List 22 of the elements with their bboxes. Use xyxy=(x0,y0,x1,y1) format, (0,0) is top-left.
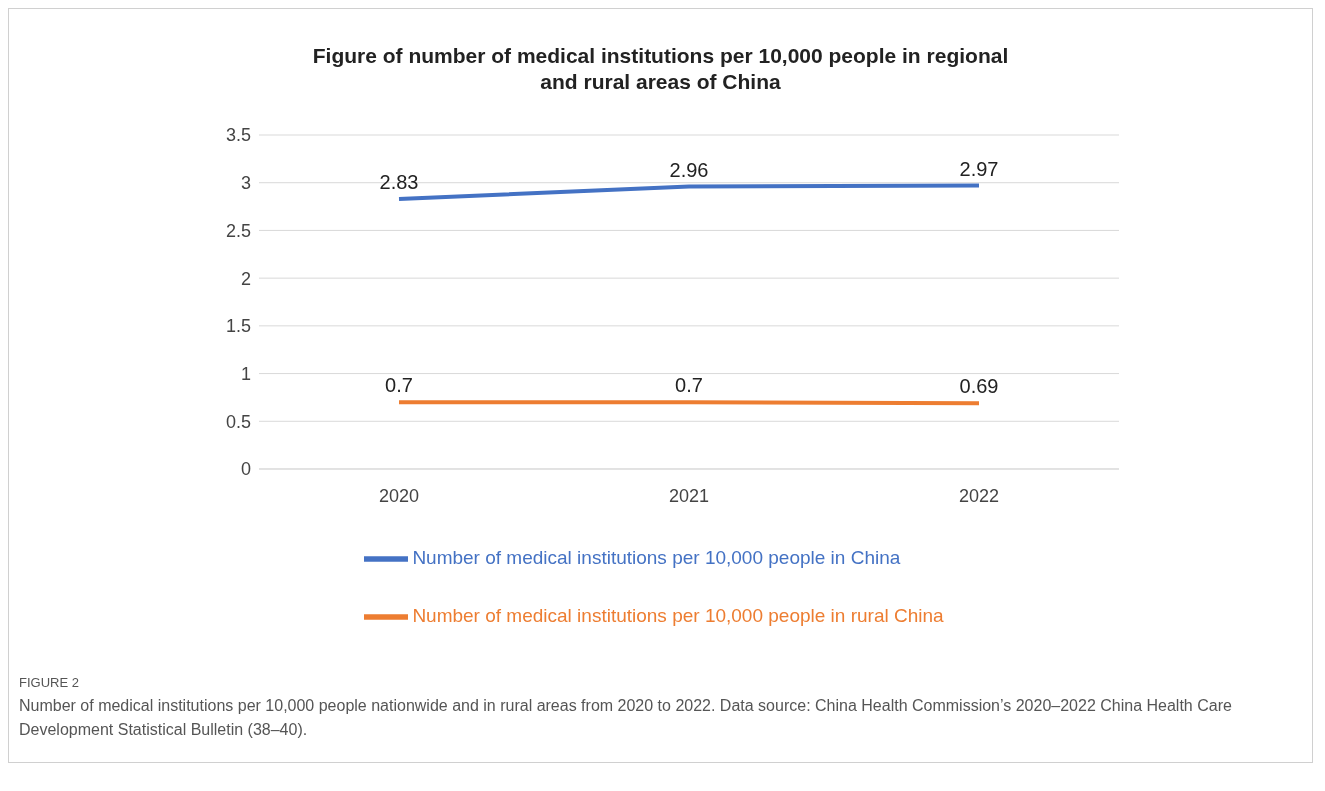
y-tick-label: 1.5 xyxy=(225,316,251,337)
y-tick-label: 0 xyxy=(240,459,251,480)
data-label: 2.97 xyxy=(959,157,999,180)
data-label: 0.69 xyxy=(959,375,999,398)
data-label: 2.83 xyxy=(379,170,419,193)
y-tick-label: 1 xyxy=(240,363,251,384)
y-tick-label: 0.5 xyxy=(225,411,251,432)
y-tick-label: 2 xyxy=(240,268,251,289)
y-tick-label: 2.5 xyxy=(225,220,251,241)
chart-title: Figure of number of medical institutions per 10,000 people in regional and rural areas of China xyxy=(311,43,1010,95)
data-label: 2.96 xyxy=(669,158,709,181)
x-tick-label: 2021 xyxy=(668,485,710,506)
caption: FIGURE 2 xyxy=(19,675,80,690)
x-tick-label: 2022 xyxy=(958,485,1000,506)
data-label: 0.7 xyxy=(675,374,703,397)
legend-label: Number of medical institutions per 10,000 people in rural China xyxy=(412,605,944,626)
y-tick-label: 3.5 xyxy=(225,125,251,146)
text: Number of medical institutions per 10,000 people nationwide and in rural areas from 2020 to 2022. Data source: China Health Commission’s 2020–2022 China Health Care Development Statistical Bulletin (38–40). xyxy=(19,696,1233,740)
x-tick-label: 2020 xyxy=(378,485,420,506)
data-label: 0.7 xyxy=(385,374,413,397)
legend-label: Number of medical institutions per 10,000 people in China xyxy=(412,547,901,568)
y-tick-label: 3 xyxy=(240,173,251,194)
